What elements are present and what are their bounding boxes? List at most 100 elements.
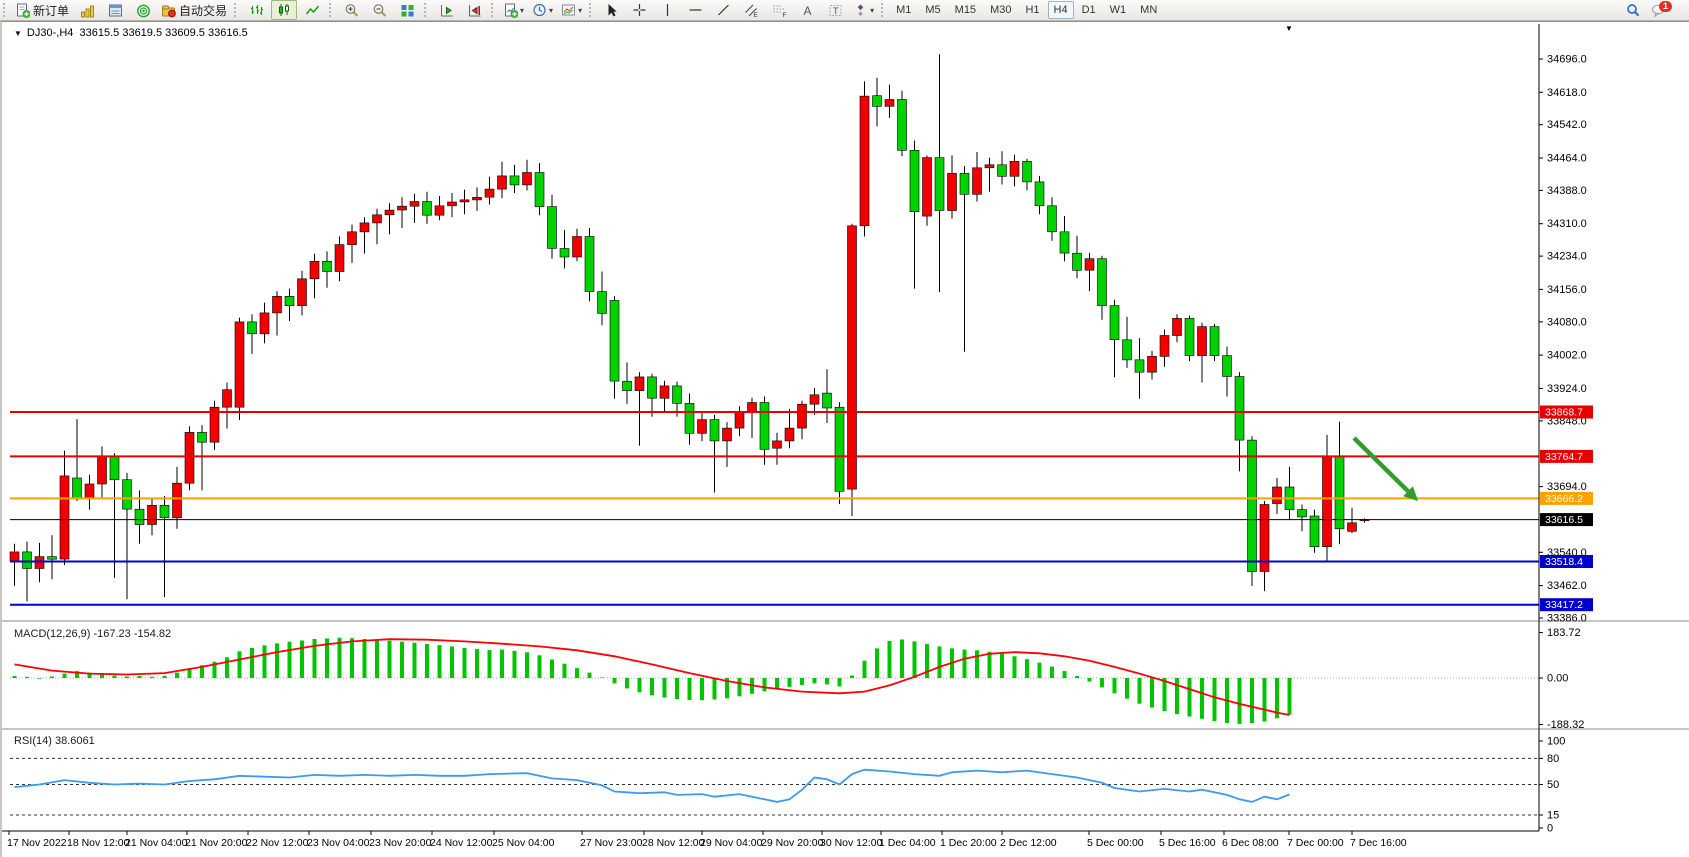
market-watch-button[interactable] bbox=[74, 0, 100, 20]
timeframe-d1-button[interactable]: D1 bbox=[1081, 4, 1096, 16]
vertical-line-button[interactable] bbox=[654, 0, 680, 20]
fibonacci-button[interactable]: F bbox=[766, 0, 792, 20]
timeframe-h4-button[interactable]: H4 bbox=[1047, 1, 1074, 19]
shift-icon bbox=[468, 4, 481, 16]
chart-title: ▼ DJ30-,H4 33615.5 33619.5 33609.5 33616.… bbox=[14, 27, 248, 39]
macd-panel bbox=[10, 637, 1539, 724]
svg-text:21 Nov 04:00: 21 Nov 04:00 bbox=[125, 837, 188, 849]
channel-icon: E bbox=[744, 4, 758, 18]
autotrading-button[interactable]: 自动交易 bbox=[158, 0, 230, 20]
tile-icon bbox=[401, 4, 414, 16]
new-order-button[interactable]: 新订单 bbox=[12, 0, 72, 20]
svg-text:0.00: 0.00 bbox=[1547, 673, 1568, 685]
dropdown-caret-icon[interactable]: ▾ bbox=[520, 5, 525, 15]
svg-text:1 Dec 04:00: 1 Dec 04:00 bbox=[879, 837, 936, 849]
svg-text:50: 50 bbox=[1547, 779, 1559, 791]
timeframe-m5-button[interactable]: M5 bbox=[925, 4, 941, 16]
svg-text:27 Nov 23:00: 27 Nov 23:00 bbox=[580, 837, 643, 849]
price-badges: 33868.7 33764.7 33666.2 33616.5 33518.4 33417… bbox=[1540, 405, 1593, 612]
line-icon bbox=[305, 5, 319, 14]
arrows-button[interactable]: ▾ bbox=[850, 0, 877, 20]
zoom-in-icon bbox=[345, 3, 358, 17]
svg-text:33666.2: 33666.2 bbox=[1545, 493, 1583, 505]
svg-text:33868.7: 33868.7 bbox=[1545, 407, 1583, 419]
svg-text:15: 15 bbox=[1547, 810, 1559, 822]
chart-bars-button[interactable] bbox=[243, 0, 269, 20]
chart-collapse-icon[interactable]: ▼ bbox=[14, 29, 22, 38]
panel-separators[interactable] bbox=[2, 620, 1689, 731]
chart-line-button[interactable] bbox=[299, 0, 325, 20]
new-order-label: 新订单 bbox=[33, 3, 70, 18]
search-button[interactable] bbox=[1620, 0, 1646, 20]
period-menu-button[interactable]: ▾ bbox=[529, 0, 556, 20]
navigator-button[interactable] bbox=[130, 0, 156, 20]
chart-candles-button[interactable] bbox=[271, 0, 298, 20]
horizontal-line-button[interactable] bbox=[682, 0, 708, 20]
rsi-value: 38.6061 bbox=[54, 735, 95, 747]
trend-arrow-annotation[interactable] bbox=[1352, 436, 1418, 501]
dropdown-caret-icon[interactable]: ▾ bbox=[870, 5, 875, 15]
panel-collapse-icon[interactable]: ▼ bbox=[1285, 24, 1293, 33]
zoom-out-button[interactable] bbox=[366, 0, 392, 20]
crosshair-button[interactable] bbox=[626, 0, 652, 20]
svg-text:33417.2: 33417.2 bbox=[1545, 599, 1583, 611]
hline-icon bbox=[689, 8, 702, 11]
chat-button[interactable]: 1 bbox=[1648, 0, 1682, 20]
timeframe-m30-button[interactable]: M30 bbox=[990, 4, 1012, 16]
svg-text:34080.0: 34080.0 bbox=[1547, 316, 1587, 328]
bars-icon bbox=[250, 4, 263, 15]
market-watch-icon bbox=[80, 5, 94, 17]
horizontal-levels[interactable] bbox=[10, 411, 1539, 606]
svg-text:2 Dec 12:00: 2 Dec 12:00 bbox=[1000, 837, 1057, 849]
svg-text:33764.7: 33764.7 bbox=[1545, 451, 1583, 463]
new-chart-icon bbox=[505, 3, 519, 18]
autoscroll-icon bbox=[440, 4, 453, 16]
autotrading-icon bbox=[162, 5, 176, 17]
new-chart-button[interactable]: ▾ bbox=[500, 0, 527, 20]
clock-icon bbox=[533, 3, 546, 16]
timeframe-w1-button[interactable]: W1 bbox=[1109, 4, 1127, 16]
main-toolbar: 新订单 自动交易 ▾ ▾ ▾ E F A T ▾ M1 M5 M15 M30 H1 H4 D1 W1 MN 1 bbox=[0, 0, 1689, 21]
timeframe-h1-button[interactable]: H1 bbox=[1025, 4, 1040, 16]
symbol-period: DJ30-,H4 bbox=[26, 27, 74, 39]
svg-text:F: F bbox=[782, 12, 786, 18]
text-button[interactable]: A bbox=[794, 0, 820, 20]
svg-text:1 Dec 20:00: 1 Dec 20:00 bbox=[940, 837, 997, 849]
svg-text:22 Nov 12:00: 22 Nov 12:00 bbox=[246, 837, 309, 849]
svg-text:29 Nov 04:00: 29 Nov 04:00 bbox=[700, 837, 763, 849]
svg-text:A: A bbox=[803, 4, 811, 18]
chart-shift-button[interactable] bbox=[461, 0, 487, 20]
timeframe-m15-button[interactable]: M15 bbox=[954, 4, 977, 16]
price-axis[interactable]: 34696.0 34618.0 34542.0 34464.0 34388.0 34310… bbox=[1539, 54, 1587, 835]
trendline-icon bbox=[717, 4, 729, 15]
svg-text:34542.0: 34542.0 bbox=[1547, 119, 1587, 131]
chart-canvas[interactable]: 34696.0 34618.0 34542.0 34464.0 34388.0 34310… bbox=[2, 22, 1689, 857]
zoom-in-button[interactable] bbox=[338, 0, 364, 20]
new-order-icon bbox=[17, 3, 30, 18]
svg-text:34002.0: 34002.0 bbox=[1547, 350, 1587, 362]
auto-scroll-button[interactable] bbox=[433, 0, 459, 20]
toolbar-grip bbox=[329, 3, 336, 17]
data-window-button[interactable] bbox=[102, 0, 128, 20]
svg-text:25 Nov 04:00: 25 Nov 04:00 bbox=[492, 837, 555, 849]
toolbar-grip bbox=[589, 3, 596, 17]
svg-text:5 Dec 16:00: 5 Dec 16:00 bbox=[1159, 837, 1216, 849]
svg-text:33694.0: 33694.0 bbox=[1547, 481, 1587, 493]
dropdown-caret-icon[interactable]: ▾ bbox=[578, 5, 583, 15]
svg-text:80: 80 bbox=[1547, 753, 1559, 765]
equidistant-channel-button[interactable]: E bbox=[738, 0, 764, 20]
dropdown-caret-icon[interactable]: ▾ bbox=[549, 5, 554, 15]
text-icon: A bbox=[803, 4, 811, 18]
candles-icon bbox=[278, 3, 289, 16]
cursor-button[interactable] bbox=[598, 0, 624, 20]
template-menu-button[interactable]: ▾ bbox=[558, 0, 585, 20]
tile-windows-button[interactable] bbox=[394, 0, 420, 20]
svg-text:34464.0: 34464.0 bbox=[1547, 153, 1587, 165]
timeframe-m1-button[interactable]: M1 bbox=[896, 4, 912, 16]
text-label-button[interactable]: T bbox=[822, 0, 848, 20]
timeframe-mn-button[interactable]: MN bbox=[1140, 4, 1158, 16]
trend-line-button[interactable] bbox=[710, 0, 736, 20]
chart-window[interactable]: 34696.0 34618.0 34542.0 34464.0 34388.0 34310… bbox=[0, 21, 1689, 857]
